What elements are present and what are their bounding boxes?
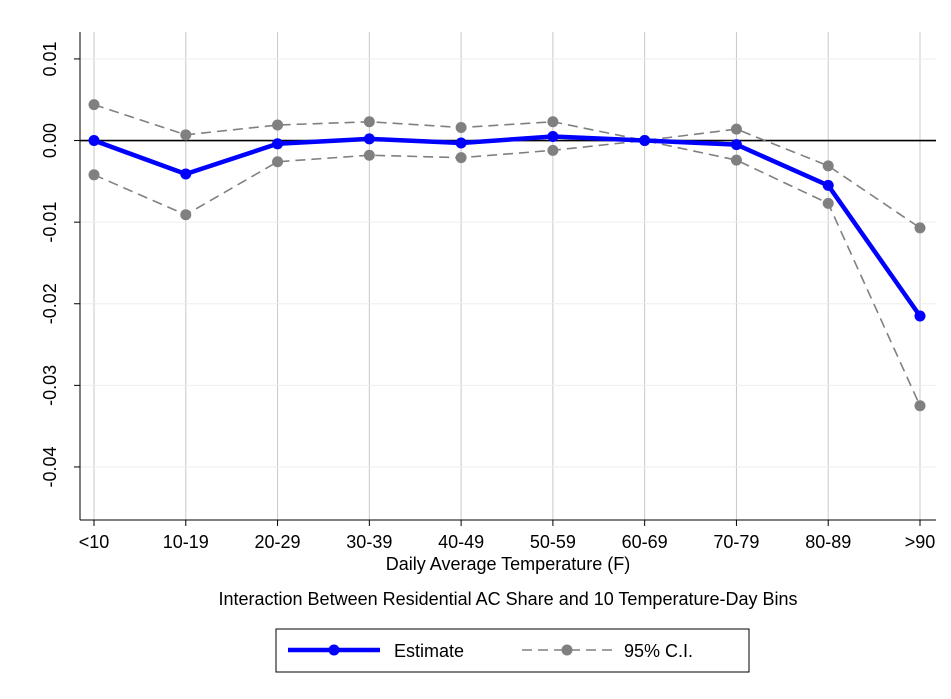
estimate-point xyxy=(547,130,559,142)
estimate-point xyxy=(88,135,100,147)
estimate-point xyxy=(363,133,375,145)
x-tick-label: 20-29 xyxy=(255,532,301,552)
ci-point xyxy=(455,121,467,133)
ci-point xyxy=(822,160,834,172)
x-tick-label: 50-59 xyxy=(530,532,576,552)
ci-point xyxy=(363,116,375,128)
y-tick-label: -0.03 xyxy=(40,365,60,406)
ci-line xyxy=(93,103,921,229)
x-tick-label: 40-49 xyxy=(438,532,484,552)
ci-point xyxy=(88,99,100,111)
ci-point xyxy=(455,152,467,164)
y-tick-label: -0.01 xyxy=(40,202,60,243)
ci-point xyxy=(180,209,192,221)
ci-point xyxy=(914,400,926,412)
ci-point xyxy=(363,149,375,161)
legend-estimate-marker xyxy=(328,644,340,656)
ci-point xyxy=(914,222,926,234)
ci-point xyxy=(88,169,100,181)
x-tick-label: 80-89 xyxy=(805,532,851,552)
estimate-point xyxy=(730,139,742,151)
y-tick-label: -0.04 xyxy=(40,446,60,487)
x-tick-label: 30-39 xyxy=(346,532,392,552)
estimate-line xyxy=(93,134,922,318)
ci-point xyxy=(730,123,742,135)
x-tick-label: 10-19 xyxy=(163,532,209,552)
ci-point xyxy=(547,144,559,156)
legend-ci-label: 95% C.I. xyxy=(624,641,693,661)
ci-line xyxy=(93,139,921,407)
estimate-point xyxy=(914,310,926,322)
ci-point xyxy=(272,119,284,131)
y-tick-label: 0.00 xyxy=(40,123,60,158)
chart-note: Interaction Between Residential AC Share… xyxy=(219,589,798,609)
series-lines xyxy=(88,99,926,412)
ci-point xyxy=(180,129,192,141)
legend: Estimate 95% C.I. xyxy=(275,628,750,673)
ci-point xyxy=(547,116,559,128)
ci-point xyxy=(730,154,742,166)
legend-ci-marker xyxy=(561,644,573,656)
x-axis-title: Daily Average Temperature (F) xyxy=(386,554,630,574)
estimate-point xyxy=(180,168,192,180)
figure-background xyxy=(8,8,944,686)
x-tick-label: >90 xyxy=(905,532,936,552)
y-tick-label: -0.02 xyxy=(40,283,60,324)
y-tick-label: 0.01 xyxy=(40,41,60,76)
x-tick-label: 70-79 xyxy=(713,532,759,552)
x-tick-label: <10 xyxy=(79,532,110,552)
legend-estimate-label: Estimate xyxy=(394,641,464,661)
estimate-point xyxy=(272,138,284,150)
ci-point xyxy=(272,156,284,168)
y-axis-ticks: 0.01 0.00 -0.01 -0.02 -0.03 -0.04 xyxy=(40,41,80,487)
x-tick-label: 60-69 xyxy=(622,532,668,552)
ci-point xyxy=(822,197,834,209)
x-axis-ticks: <10 10-19 20-29 30-39 40-49 50-59 60-69 70-79 80… xyxy=(79,520,936,552)
estimate-point xyxy=(455,137,467,149)
estimate-point xyxy=(639,135,651,147)
estimate-point xyxy=(822,179,834,191)
